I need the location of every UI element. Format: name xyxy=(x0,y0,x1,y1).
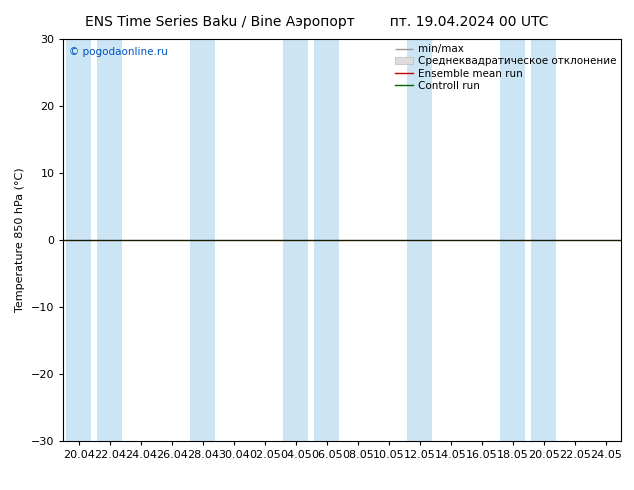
Bar xyxy=(67,39,91,441)
Bar xyxy=(531,39,556,441)
Text: ENS Time Series Baku / Bine Аэропорт        пт. 19.04.2024 00 UTC: ENS Time Series Baku / Bine Аэропорт пт.… xyxy=(85,15,549,29)
Bar xyxy=(283,39,308,441)
Bar xyxy=(500,39,525,441)
Y-axis label: Temperature 850 hPa (°C): Temperature 850 hPa (°C) xyxy=(15,168,25,313)
Bar xyxy=(314,39,339,441)
Text: © pogodaonline.ru: © pogodaonline.ru xyxy=(69,47,168,57)
Legend: min/max, Среднеквадратическое отклонение, Ensemble mean run, Controll run: min/max, Среднеквадратическое отклонение… xyxy=(392,41,619,94)
Bar xyxy=(98,39,122,441)
Bar xyxy=(408,39,432,441)
Bar xyxy=(190,39,216,441)
